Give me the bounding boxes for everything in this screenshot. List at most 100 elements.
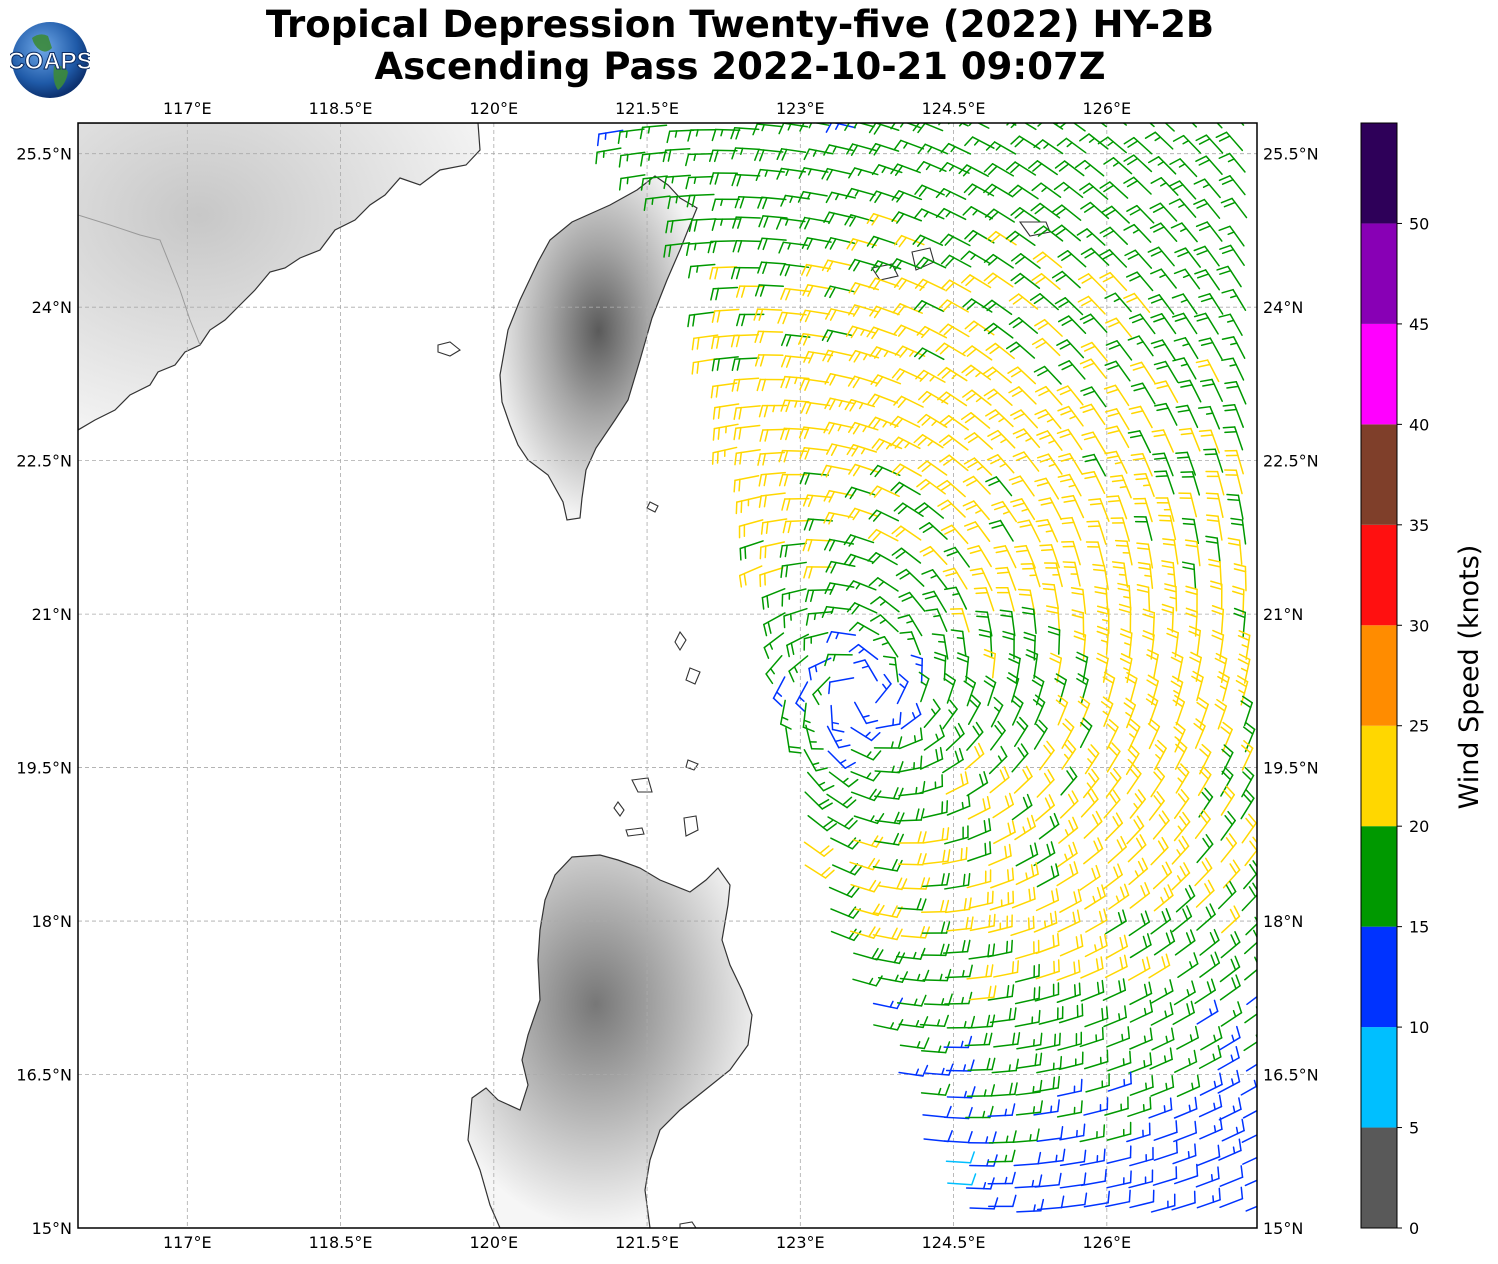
wind-barb (782, 519, 811, 534)
wind-barb (1199, 928, 1220, 956)
wind-barb (1220, 810, 1236, 841)
wind-barb (1217, 671, 1230, 702)
wind-barb (1034, 477, 1060, 500)
wind-barb (1126, 271, 1154, 292)
wind-barb (990, 867, 1015, 889)
wind-barb (872, 635, 899, 658)
wind-barb (1148, 1097, 1173, 1119)
wind-barb (1104, 1096, 1129, 1116)
wind-barb (882, 655, 899, 683)
wind-barb (1123, 697, 1137, 729)
wind-barb (900, 702, 922, 730)
wind-barb (964, 1032, 993, 1047)
wind-barb (1218, 175, 1246, 196)
wind-barb (781, 497, 810, 511)
lon-tick-top: 118.5°E (309, 99, 373, 118)
wind-barb (917, 460, 948, 476)
wind-barb (1220, 833, 1238, 863)
wind-barb (1196, 999, 1219, 1025)
wind-barb (803, 632, 829, 651)
wind-barb (1129, 981, 1153, 1006)
wind-barb (1025, 649, 1039, 679)
wind-barb (1053, 181, 1084, 199)
lat-tick-right: 16.5°N (1263, 1066, 1319, 1085)
wind-barb (845, 580, 877, 591)
wind-barb (963, 521, 991, 542)
wind-barb (875, 711, 902, 730)
colorbar-segments (1361, 123, 1397, 1228)
wind-barb (1142, 608, 1156, 638)
lon-tick-bottom: 117°E (163, 1233, 212, 1252)
wind-barb (1105, 340, 1133, 361)
wind-barb (1175, 451, 1197, 476)
wind-barb (899, 1037, 930, 1050)
wind-barb (832, 863, 863, 876)
wind-barb (821, 167, 852, 181)
wind-barb (1150, 1074, 1175, 1097)
wind-barb (1195, 134, 1224, 154)
wind-barb (1153, 884, 1174, 912)
wind-barb (1189, 651, 1202, 682)
wind-barb (1168, 180, 1197, 200)
colorbar: 0 5 10 15 20 25 30 35 40 45 50 Wind Speed (knots) (1360, 122, 1485, 1238)
wind-barb (1129, 789, 1147, 819)
wind-barb (983, 272, 1014, 288)
wind-barb (1079, 1124, 1106, 1143)
wind-barb (1033, 910, 1058, 933)
wind-barb (1033, 365, 1062, 385)
wind-barb (1079, 1148, 1106, 1166)
wind-barb (866, 326, 898, 340)
wind-barb (983, 163, 1015, 177)
wind-barb (937, 499, 966, 518)
wind-barb (867, 416, 899, 430)
wind-barb (1083, 810, 1103, 839)
wind-barb (922, 590, 947, 613)
wind-barb (1178, 492, 1198, 518)
wind-barb (1057, 405, 1084, 427)
wind-barb (1242, 1109, 1257, 1119)
wind-barb (1235, 675, 1249, 706)
wind-barb (1107, 1071, 1132, 1092)
lon-tick-bottom: 118.5°E (309, 1233, 373, 1252)
wind-barb (1080, 1168, 1107, 1187)
wind-barb (1036, 1055, 1063, 1074)
wind-barb (1034, 385, 1063, 406)
wind-barb (803, 518, 834, 531)
wind-barb (1128, 956, 1151, 981)
wind-barb (804, 791, 833, 810)
wind-barb (1237, 630, 1251, 660)
wind-barb (1177, 379, 1202, 403)
wind-barb (1150, 908, 1172, 935)
lon-tick-top: 121.5°E (615, 99, 679, 118)
wind-barb (1242, 721, 1256, 753)
wind-barb (1173, 337, 1199, 360)
wind-barb (967, 545, 992, 568)
wind-barb (898, 1016, 929, 1029)
wind-barb (922, 1105, 952, 1118)
wind-barb (731, 147, 761, 160)
wind-barb (1150, 767, 1166, 798)
wind-barb (848, 350, 880, 363)
wind-barb (947, 1173, 977, 1186)
wind-barb (734, 449, 761, 466)
wind-barb (1015, 862, 1039, 886)
wind-barb (898, 831, 927, 844)
wind-barb (1031, 337, 1061, 357)
wind-barb (1170, 651, 1184, 682)
wind-barb (1010, 135, 1041, 150)
wind-barb (1174, 929, 1196, 956)
wind-barb (1057, 473, 1082, 497)
wind-barb (691, 334, 719, 351)
wind-barb (1171, 312, 1198, 335)
wind-barb (639, 124, 668, 140)
wind-barb (1217, 880, 1237, 910)
wind-barb (1245, 1205, 1257, 1212)
globe-icon (12, 22, 88, 98)
wind-barb (1220, 766, 1234, 797)
wind-barb (1154, 402, 1178, 426)
wind-barb (995, 586, 1015, 612)
wind-barb (853, 947, 884, 961)
wind-barb (1105, 768, 1122, 798)
wind-barb (805, 724, 824, 750)
wind-barb (821, 605, 852, 619)
